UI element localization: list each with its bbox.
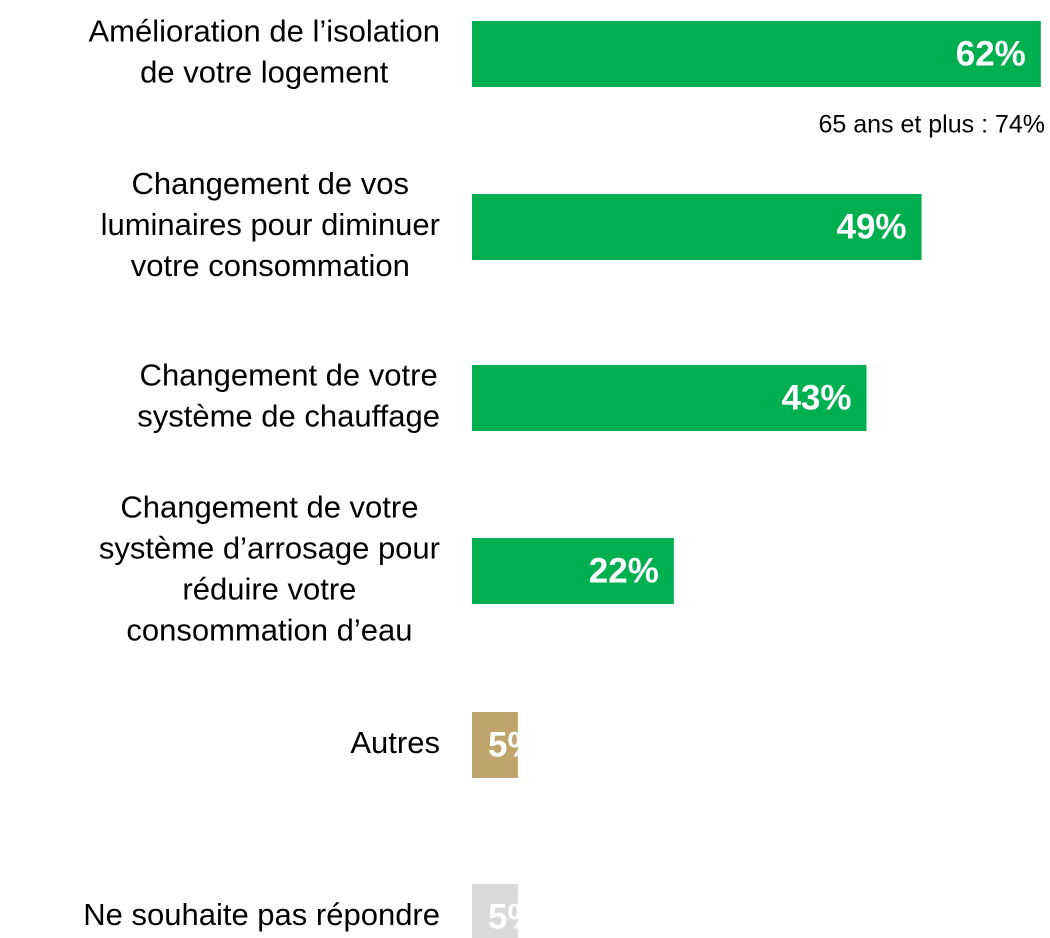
- bar: [472, 21, 1041, 87]
- value-label: 49%: [836, 207, 906, 246]
- category-label: Changement de votre système de chauffage: [137, 358, 440, 434]
- value-label: 5%: [488, 897, 539, 936]
- category-label: Changement de vos luminaires pour diminue…: [101, 166, 440, 283]
- category-label: Amélioration de l’isolation de votre loge…: [88, 14, 440, 90]
- category-label: Changement de votre système d’arrosage po…: [99, 490, 440, 648]
- bar: [472, 884, 518, 938]
- bar: [472, 365, 867, 431]
- value-label: 5%: [488, 725, 539, 764]
- category-label: Ne souhaite pas répondre: [83, 897, 440, 932]
- annotation: 65 ans et plus : 74%: [818, 111, 1045, 139]
- category-label: Autres: [350, 725, 440, 760]
- value-label: 22%: [589, 551, 659, 590]
- bar: [472, 538, 674, 604]
- bar: [472, 712, 518, 778]
- value-label: 43%: [781, 378, 851, 417]
- bar: [472, 194, 922, 260]
- value-label: 62%: [956, 34, 1026, 73]
